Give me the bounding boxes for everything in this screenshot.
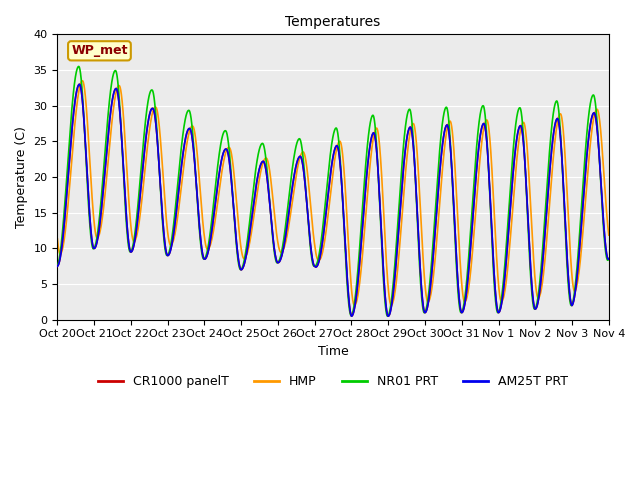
HMP — [79, 78, 86, 84]
HMP — [313, 253, 321, 259]
HMP — [604, 228, 612, 234]
NR01 PRT — [313, 261, 321, 267]
NR01 PRT — [153, 123, 161, 129]
NR01 PRT — [54, 263, 61, 269]
Text: WP_met: WP_met — [71, 44, 128, 57]
CR1000 panelT — [153, 129, 161, 134]
Line: HMP: HMP — [58, 81, 609, 305]
NR01 PRT — [75, 63, 83, 69]
AM25T PRT — [313, 264, 321, 270]
CR1000 panelT — [604, 256, 612, 262]
NR01 PRT — [384, 313, 392, 319]
AM25T PRT — [457, 308, 465, 313]
CR1000 panelT — [426, 284, 434, 290]
HMP — [457, 270, 465, 276]
AM25T PRT — [605, 256, 612, 262]
NR01 PRT — [426, 274, 434, 280]
AM25T PRT — [426, 284, 434, 290]
Title: Temperatures: Temperatures — [285, 15, 381, 29]
AM25T PRT — [54, 264, 61, 269]
Y-axis label: Temperature (C): Temperature (C) — [15, 126, 28, 228]
HMP — [426, 294, 434, 300]
AM25T PRT — [488, 234, 496, 240]
NR01 PRT — [604, 257, 612, 263]
CR1000 panelT — [348, 313, 355, 319]
X-axis label: Time: Time — [317, 345, 349, 358]
AM25T PRT — [604, 256, 612, 262]
Line: CR1000 panelT: CR1000 panelT — [58, 84, 609, 316]
Line: AM25T PRT: AM25T PRT — [58, 84, 609, 316]
Line: NR01 PRT: NR01 PRT — [58, 66, 609, 316]
CR1000 panelT — [54, 264, 61, 269]
AM25T PRT — [153, 129, 161, 134]
HMP — [153, 106, 161, 111]
CR1000 panelT — [76, 82, 83, 87]
HMP — [605, 232, 612, 238]
HMP — [488, 170, 496, 176]
Legend: CR1000 panelT, HMP, NR01 PRT, AM25T PRT: CR1000 panelT, HMP, NR01 PRT, AM25T PRT — [93, 371, 573, 394]
CR1000 panelT — [313, 264, 321, 270]
CR1000 panelT — [488, 234, 496, 240]
NR01 PRT — [605, 256, 612, 262]
CR1000 panelT — [457, 308, 465, 313]
NR01 PRT — [488, 242, 496, 248]
AM25T PRT — [76, 82, 83, 87]
HMP — [54, 236, 61, 242]
AM25T PRT — [348, 313, 355, 319]
NR01 PRT — [457, 310, 465, 315]
CR1000 panelT — [605, 256, 612, 262]
HMP — [351, 302, 358, 308]
